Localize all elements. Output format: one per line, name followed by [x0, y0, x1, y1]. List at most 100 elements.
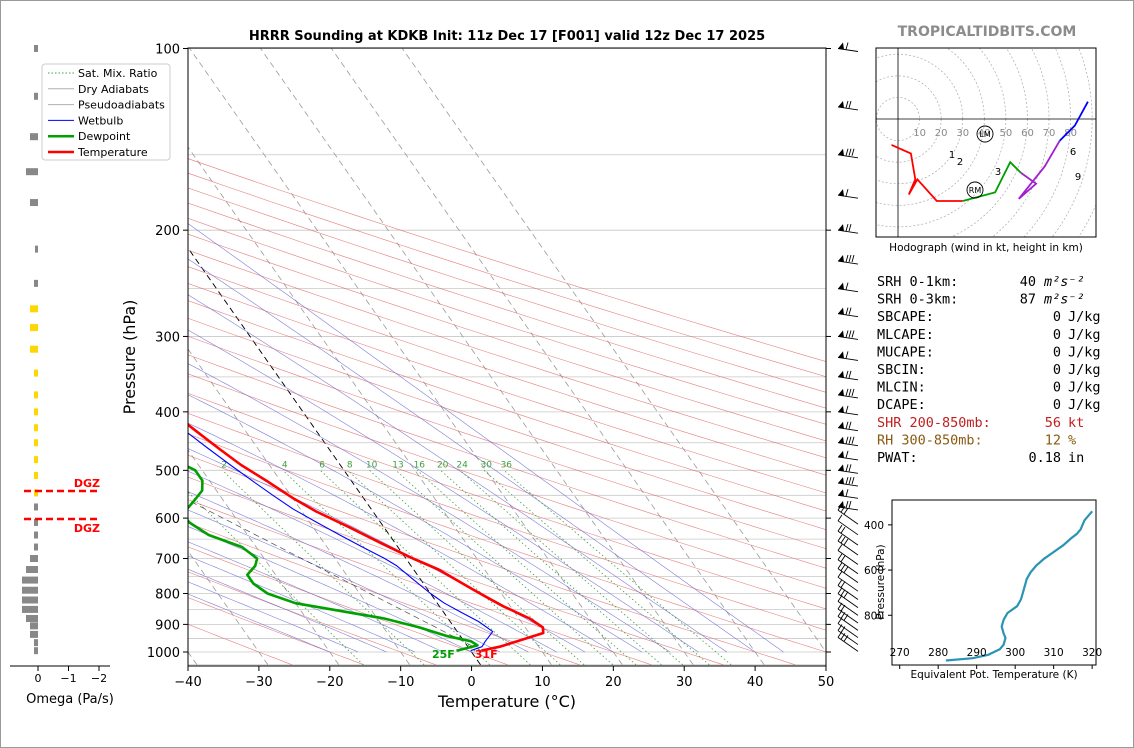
- omega-bar: [30, 622, 38, 630]
- thetae-x-tick-label: 280: [928, 647, 948, 659]
- index-unit: J/kg: [1068, 309, 1101, 325]
- thetae-y-axis-label: Pressure (hPa): [875, 544, 887, 619]
- isotherm: [189, 48, 623, 666]
- dry-adiabat: [188, 283, 826, 494]
- wind-barb-staff: [837, 509, 859, 525]
- wind-barb-tick: [837, 570, 843, 578]
- y-tick-label: 200: [155, 224, 180, 239]
- mixing-ratio-label: 2: [221, 460, 227, 470]
- index-unit: J/kg: [1068, 362, 1101, 378]
- wind-barb-tick: [845, 330, 849, 338]
- hodo-ring-label: 60: [1021, 128, 1034, 139]
- wind-barb-tick: [840, 505, 846, 513]
- wind-barb-staff: [837, 550, 859, 565]
- omega-bar: [30, 324, 38, 332]
- wind-barb-tick: [837, 503, 843, 511]
- dry-adiabat: [188, 172, 826, 378]
- index-value: 0: [1053, 380, 1061, 396]
- omega-bar: [34, 369, 38, 377]
- wind-barb-flag: [838, 405, 844, 413]
- omega-bar: [30, 345, 38, 353]
- wind-barb-flag: [838, 330, 844, 338]
- omega-bar: [34, 472, 38, 480]
- isotherm: [260, 48, 694, 666]
- wind-barb-tick: [845, 224, 849, 232]
- thetae-x-axis-label: Equivalent Pot. Temperature (K): [910, 669, 1077, 681]
- y-axis-label: Pressure (hPa): [120, 300, 139, 415]
- dry-adiabat: [188, 499, 652, 666]
- wind-barb-flag: [838, 100, 844, 108]
- legend-label: Temperature: [77, 146, 148, 159]
- hodo-height-label: 2: [957, 157, 963, 168]
- wind-barb-staff: [837, 530, 859, 546]
- thetae-y-tick-label: 600: [864, 565, 884, 577]
- wind-barb-tick: [843, 614, 849, 621]
- wind-barb-tick: [851, 254, 855, 263]
- mixing-ratio-label: 30: [481, 460, 493, 470]
- y-tick-label: 400: [155, 406, 180, 421]
- omega-tick-label: −1: [60, 672, 76, 685]
- omega-bar: [30, 199, 38, 207]
- dry-adiabat: [188, 522, 580, 666]
- wind-barb-tick: [845, 436, 849, 444]
- moist-adiabat: [188, 526, 472, 653]
- x-tick-label: 30: [676, 675, 693, 690]
- mixing-ratio-line: [503, 469, 732, 666]
- thetae-panel: 270 280 290 300 310 320 400 600 800 Equivalent Po…: [864, 499, 1102, 681]
- thetae-x-tick-label: 270: [890, 647, 910, 659]
- mixing-ratio-line: [483, 469, 710, 666]
- dry-adiabat: [188, 546, 508, 666]
- wind-barb-flag: [838, 436, 844, 444]
- moist-adiabat: [188, 363, 671, 653]
- wind-barb-tick: [840, 633, 846, 640]
- wind-barb-tick: [851, 436, 855, 444]
- omega-bar: [34, 45, 38, 52]
- index-unit: %: [1068, 432, 1076, 448]
- wind-barb-flag: [838, 450, 844, 458]
- index-value: 0: [1053, 327, 1061, 343]
- wind-barb-staff: [837, 540, 859, 556]
- wind-barb-flag: [838, 489, 844, 497]
- wind-barb-flag: [838, 477, 844, 485]
- dgz-label: DGZ: [74, 522, 100, 535]
- wind-barb-flag: [838, 224, 844, 232]
- dry-adiabat: [188, 373, 826, 589]
- dewpoint-line: [188, 465, 479, 652]
- wind-barb-tick: [837, 534, 843, 542]
- wind-barb-tick: [840, 526, 846, 534]
- dry-adiabat: [188, 300, 826, 512]
- index-value: 0: [1053, 397, 1061, 413]
- hodo-ring-label: 50: [1000, 128, 1013, 139]
- hodo-height-label: 3: [995, 167, 1001, 178]
- isotherm: [331, 48, 765, 666]
- index-unit: J/kg: [1068, 397, 1101, 413]
- wind-barb-tick: [837, 514, 843, 522]
- wind-barb-tick: [845, 450, 849, 459]
- wind-barb-tick: [843, 507, 849, 515]
- omega-bar: [34, 639, 38, 647]
- wind-barb-flag: [838, 148, 844, 156]
- wind-barb-tick: [837, 562, 843, 569]
- index-unit: J/kg: [1068, 327, 1101, 343]
- y-tick-label: 1000: [147, 646, 180, 661]
- x-tick-label: −10: [387, 675, 414, 690]
- wind-barb-tick: [845, 489, 849, 497]
- wind-barb-tick: [845, 254, 849, 263]
- wind-barb-staff: [837, 601, 859, 616]
- wind-barb-tick: [845, 421, 849, 429]
- wind-barb-tick: [848, 330, 852, 338]
- hodo-trace: [891, 144, 963, 202]
- omega-bar: [34, 647, 38, 655]
- x-tick-label: −30: [245, 675, 272, 690]
- wind-barb-tick: [837, 524, 843, 532]
- isotherm: [188, 550, 269, 666]
- wind-barb-flag: [838, 255, 844, 263]
- wind-barb-tick: [845, 500, 849, 509]
- isotherm: [402, 48, 826, 653]
- dgz-label: DGZ: [74, 477, 100, 490]
- thetae-x-tick-label: 290: [967, 647, 987, 659]
- x-tick-label: 20: [605, 675, 622, 690]
- moist-adiabat: [188, 329, 699, 653]
- index-label: SRH 0-3km:: [877, 292, 958, 308]
- thetae-x-tick-label: 320: [1082, 647, 1102, 659]
